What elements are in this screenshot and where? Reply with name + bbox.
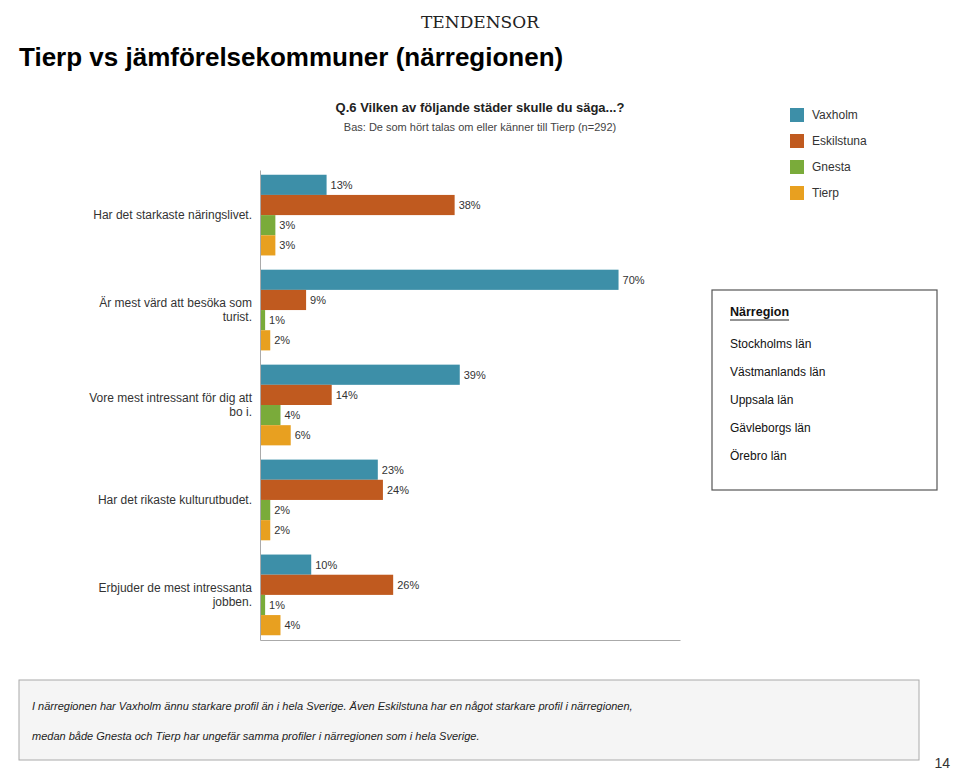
data-label: 4% [284, 619, 300, 631]
bar [260, 615, 280, 635]
bar [260, 270, 619, 290]
title: Tierp vs jämförelsekommuner (närregionen… [19, 42, 563, 72]
data-label: 24% [387, 484, 409, 496]
bar [260, 425, 291, 445]
y-tick-label: Har det rikaste kulturutbudet. [98, 493, 252, 507]
region-title: Närregion [730, 305, 789, 319]
data-label: 9% [310, 294, 326, 306]
subtitle: Q.6 Vilken av följande städer skulle du … [336, 100, 625, 115]
legend-swatch [790, 108, 804, 122]
bar [260, 175, 327, 195]
legend-item: Eskilstuna [790, 134, 867, 148]
y-tick: Erbjuder de mest intressantajobben. [99, 581, 260, 609]
bar [260, 480, 383, 500]
legend: Vaxholm Eskilstuna Gnesta Tierp [790, 108, 867, 200]
data-label: 70% [623, 274, 645, 286]
data-label: 2% [274, 524, 290, 536]
bar [260, 290, 306, 310]
legend-label: Tierp [812, 186, 839, 200]
data-label: 4% [284, 409, 300, 421]
bar [260, 235, 275, 255]
region-line: Gävleborgs län [730, 421, 811, 435]
data-label: 13% [331, 179, 353, 191]
data-label: 1% [269, 599, 285, 611]
data-label: 23% [382, 464, 404, 476]
data-label: 2% [274, 334, 290, 346]
data-label: 6% [295, 429, 311, 441]
y-tick-label: Erbjuder de mest intressantajobben. [99, 581, 253, 609]
legend-label: Gnesta [812, 160, 851, 174]
y-tick: Har det starkaste näringslivet. [93, 208, 260, 222]
region-line: Uppsala län [730, 393, 793, 407]
bar [260, 405, 280, 425]
bar [260, 215, 275, 235]
legend-label: Vaxholm [812, 108, 858, 122]
bar [260, 520, 270, 540]
y-tick: Vore mest intressant för dig attbo i. [89, 391, 260, 419]
data-label: 1% [269, 314, 285, 326]
y-tick-label: Är mest värd att besöka somturist. [99, 296, 252, 324]
data-label: 14% [336, 389, 358, 401]
footer-box [19, 680, 919, 760]
y-tick-label: Vore mest intressant för dig attbo i. [89, 391, 252, 419]
bar [260, 365, 460, 385]
footer-text: I närregionen har Vaxholm ännu starkare … [32, 700, 633, 712]
page-number: 14 [934, 755, 950, 771]
legend-item: Tierp [790, 186, 839, 200]
y-tick-label: Har det starkaste näringslivet. [93, 208, 252, 222]
bar [260, 460, 378, 480]
data-label: 10% [315, 559, 337, 571]
legend-item: Gnesta [790, 160, 851, 174]
region-box [712, 290, 937, 490]
bar [260, 575, 393, 595]
y-axis-line [260, 171, 261, 641]
bar [260, 500, 270, 520]
data-label: 2% [274, 504, 290, 516]
legend-item: Vaxholm [790, 108, 858, 122]
legend-label: Eskilstuna [812, 134, 867, 148]
region-line: Örebro län [730, 449, 787, 463]
region-line: Stockholms län [730, 337, 811, 351]
data-label: 26% [397, 579, 419, 591]
bar [260, 195, 455, 215]
y-tick: Har det rikaste kulturutbudet. [98, 493, 260, 507]
legend-swatch [790, 134, 804, 148]
x-axis [261, 640, 681, 641]
data-label: 38% [459, 199, 481, 211]
data-label: 3% [279, 219, 295, 231]
footer-text: medan både Gnesta och Tierp har ungefär … [32, 730, 479, 742]
region-title-underline [730, 320, 789, 321]
base-note: Bas: De som hört talas om eller känner t… [344, 121, 616, 133]
bar [260, 385, 332, 405]
chart: TENDENSOR Tierp vs jämförelsekommuner (nä… [0, 0, 960, 775]
data-label: 39% [464, 369, 486, 381]
y-tick: Är mest värd att besöka somturist. [99, 296, 260, 324]
bar [260, 555, 311, 575]
region-line: Västmanlands län [730, 365, 825, 379]
data-label: 3% [279, 239, 295, 251]
logo: TENDENSOR [421, 12, 540, 32]
data-labels: 13% 70% 39% 23% 10% 38% 9% 14% 24% 26% 3% 1% 4% 2% 1% 3… [269, 179, 645, 631]
legend-swatch [790, 186, 804, 200]
x-axis-line [261, 640, 681, 641]
bars [260, 175, 619, 636]
legend-swatch [790, 160, 804, 174]
y-axis: Har det starkaste näringslivet. Är mest v… [89, 171, 260, 641]
bar [260, 330, 270, 350]
